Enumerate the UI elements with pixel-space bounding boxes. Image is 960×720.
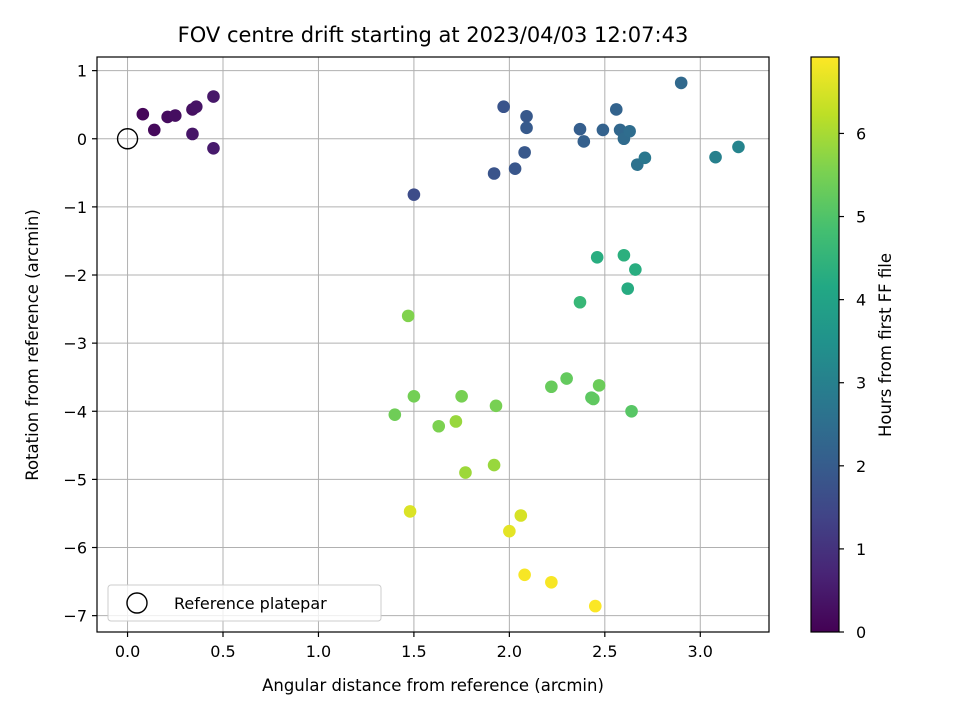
data-point [401,309,415,323]
data-point [623,124,636,138]
data-point [573,122,587,136]
data-points [116,76,745,613]
y-tick-label: −7 [63,607,87,626]
data-point [487,458,501,472]
y-tick-label: −6 [63,539,87,558]
data-point [136,107,150,121]
data-point [590,250,604,264]
x-tick-label: 2.5 [592,642,617,661]
data-point [407,389,421,403]
x-axis-label: Angular distance from reference (arcmin) [262,676,604,695]
data-point [588,599,602,613]
y-tick-label: −2 [63,266,87,285]
data-point [207,90,220,103]
x-tick-label: 1.0 [306,642,331,661]
colorbar-tick-label: 2 [856,457,866,476]
data-point [520,109,533,123]
data-point [709,150,722,164]
y-tick-label: −5 [63,470,87,489]
grid-lines [97,57,769,632]
data-point [545,380,558,394]
data-point [449,415,463,428]
data-point [455,389,468,403]
data-point [514,509,528,522]
x-tick-label: 0.0 [115,642,140,661]
data-point [621,282,635,295]
colorbar-label: Hours from first FF file [876,253,895,437]
data-point [407,188,421,201]
data-point [520,121,533,135]
data-point [207,141,220,155]
data-point [186,127,199,141]
colorbar-tick-label: 3 [856,374,866,393]
colorbar-bar [810,56,840,633]
data-point [487,167,501,180]
data-point [189,100,203,114]
data-point [168,109,182,122]
y-axis-label: Rotation from reference (arcmin) [23,209,42,481]
data-point [617,248,631,262]
data-point [596,123,610,137]
colorbar: 0 1 2 3 4 5 6 Hours from first FF file [810,56,895,642]
data-point [573,295,587,309]
data-point [577,135,591,148]
data-point [497,100,510,114]
legend-box [107,584,382,622]
data-point [625,404,638,418]
x-axis-ticks: 0.0 0.5 1.0 1.5 2.0 2.5 3.0 [115,632,713,661]
data-point [459,466,472,479]
y-tick-label: −3 [63,334,87,353]
data-point [503,524,516,538]
data-point [732,140,745,154]
legend-marker-reference [126,592,148,614]
colorbar-tick-label: 0 [856,623,866,642]
data-point [592,379,606,392]
colorbar-ticks: 0 1 2 3 4 5 6 [839,124,866,642]
chart-title: FOV centre drift starting at 2023/04/03 … [178,23,689,47]
reference-point [116,128,139,150]
data-point [609,103,623,116]
data-point [560,372,573,385]
data-point [403,505,417,518]
data-point [638,151,652,165]
data-point [629,263,642,276]
data-point [545,575,558,589]
y-tick-label: −1 [63,198,87,217]
x-tick-label: 3.0 [688,642,713,661]
data-point [587,392,600,406]
data-point [432,419,446,433]
x-tick-label: 0.5 [210,642,235,661]
y-tick-label: 1 [77,62,87,81]
data-point [147,123,161,137]
colorbar-tick-label: 5 [856,208,866,227]
colorbar-tick-label: 6 [856,124,866,143]
x-tick-label: 1.5 [401,642,426,661]
colorbar-tick-label: 1 [856,540,866,559]
data-point [388,408,402,421]
plot-frame [96,56,770,633]
data-point [518,568,531,582]
legend-label-reference: Reference platepar [174,594,327,613]
data-point [508,162,522,176]
colorbar-tick-label: 4 [856,291,866,310]
y-tick-label: −4 [63,402,87,421]
data-point [674,76,688,90]
legend: Reference platepar [107,584,382,622]
y-axis-ticks: 1 0 −1 −2 −3 −4 −5 −6 −7 [63,62,97,626]
x-tick-label: 2.0 [497,642,522,661]
data-point [518,146,531,159]
y-tick-label: 0 [77,130,87,149]
data-point [489,399,503,413]
plot-area: 0.0 0.5 1.0 1.5 2.0 2.5 3.0 1 0 −1 −2 −3 −4 −5 −6 −7 R… [63,56,770,661]
